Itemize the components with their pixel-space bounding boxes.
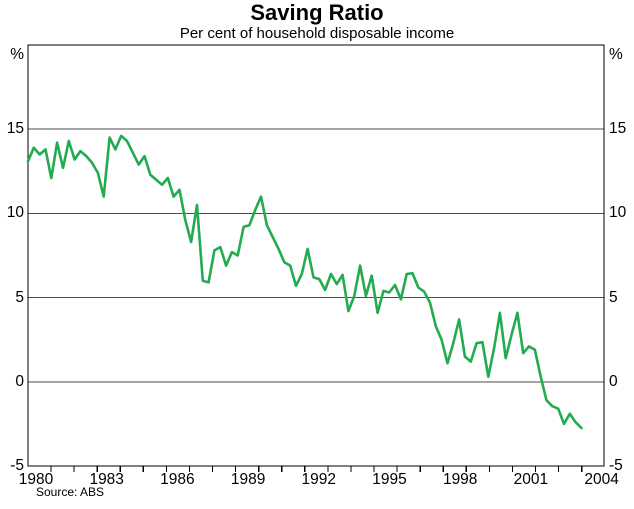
x-tick-label-1992: 1992 — [301, 471, 337, 488]
y-tick-label-left--5: -5 — [10, 457, 24, 474]
y-tick-label-right-5: 5 — [609, 289, 618, 306]
x-tick-label-1986: 1986 — [160, 471, 195, 488]
y-tick-label-left-15: 15 — [6, 120, 24, 137]
y-tick-label-left-5: 5 — [15, 289, 24, 306]
x-tick-label-2001: 2001 — [513, 471, 549, 488]
y-tick-label-right--5: -5 — [609, 457, 623, 474]
chart-subtitle: Per cent of household disposable income — [179, 25, 455, 42]
y-axis-unit-left: % — [10, 46, 24, 63]
plot-border — [27, 44, 605, 467]
y-tick-label-right-10: 10 — [609, 204, 627, 221]
chart-title: Saving Ratio — [250, 0, 384, 25]
y-tick-label-right-15: 15 — [609, 120, 627, 137]
x-tick-label-2004: 2004 — [584, 471, 619, 488]
y-axis-unit-right: % — [609, 46, 623, 63]
x-tick-label-1983: 1983 — [89, 471, 124, 488]
y-tick-label-left-0: 0 — [15, 373, 24, 390]
x-tick-label-1998: 1998 — [442, 471, 478, 488]
y-tick-label-right-0: 0 — [609, 373, 618, 390]
x-tick-label-1980: 1980 — [18, 471, 54, 488]
source-note: Source: ABS — [36, 485, 105, 499]
x-tick-label-1989: 1989 — [230, 471, 266, 488]
y-tick-label-left-10: 10 — [6, 204, 24, 221]
x-tick-label-1995: 1995 — [372, 471, 407, 488]
saving-ratio-line — [26, 134, 583, 430]
